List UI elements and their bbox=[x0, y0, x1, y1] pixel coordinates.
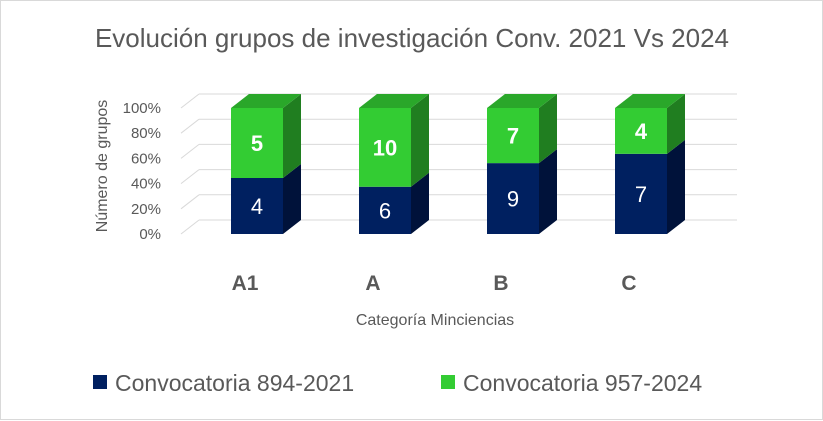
bar-segment-side bbox=[283, 164, 301, 234]
bar-top-face bbox=[231, 94, 301, 108]
category-label: C bbox=[621, 272, 636, 295]
bar-segment bbox=[359, 186, 411, 234]
x-axis-title: Categoría Minciencias bbox=[356, 312, 514, 329]
data-label: 9 bbox=[507, 187, 519, 212]
bar-segment-side bbox=[283, 94, 301, 178]
legend-swatch bbox=[93, 375, 107, 389]
bar-segment-side bbox=[411, 172, 429, 234]
data-label: 7 bbox=[507, 124, 519, 149]
gridline-depth bbox=[180, 169, 200, 184]
bar-segment bbox=[615, 153, 667, 234]
category-label: A1 bbox=[232, 272, 259, 295]
bar-segment-side bbox=[539, 94, 557, 164]
gridline-depth bbox=[180, 118, 200, 134]
data-label: 5 bbox=[251, 131, 263, 156]
bar-segment bbox=[487, 163, 539, 234]
y-axis-title: Número de grupos bbox=[94, 100, 111, 233]
legend-swatch bbox=[441, 375, 455, 389]
bar-segment-side bbox=[539, 149, 557, 234]
gridline-depth bbox=[180, 219, 200, 235]
data-label: 4 bbox=[251, 194, 263, 219]
bar-segment bbox=[231, 178, 283, 234]
data-label: 4 bbox=[635, 119, 648, 144]
legend-label: Convocatoria 957-2024 bbox=[463, 370, 702, 396]
y-tick-label: 80% bbox=[131, 125, 161, 142]
bar-segment bbox=[359, 108, 411, 187]
bar-segment-side bbox=[667, 94, 685, 154]
gridline-depth bbox=[180, 93, 200, 109]
legend-label: Convocatoria 894-2021 bbox=[115, 370, 354, 396]
category-label: B bbox=[493, 272, 508, 295]
bar-top-face bbox=[615, 94, 685, 108]
legend: Convocatoria 894-2021 Convocatoria 957-20… bbox=[93, 370, 702, 396]
bar-segment bbox=[487, 108, 539, 164]
y-tick-label: 40% bbox=[131, 176, 161, 193]
bar-segment-side bbox=[667, 139, 685, 234]
data-label: 6 bbox=[379, 198, 391, 223]
y-tick-label: 100% bbox=[123, 100, 161, 117]
y-tick-label: 20% bbox=[131, 201, 161, 218]
category-label: A bbox=[365, 272, 380, 295]
bar-top-face bbox=[487, 94, 557, 108]
bar-segment bbox=[615, 108, 667, 154]
gridline-depth bbox=[180, 194, 200, 210]
data-label: 7 bbox=[635, 182, 647, 207]
x-axis-categories: A1 A B C bbox=[232, 272, 637, 295]
y-tick-label: 0% bbox=[139, 226, 161, 243]
bars: 4 5 6 10 9 7 7 4 bbox=[231, 94, 685, 234]
y-tick-label: 60% bbox=[131, 150, 161, 167]
y-axis-ticks: 0% 20% 40% 60% 80% 100% bbox=[123, 100, 161, 243]
bar-segment-side bbox=[411, 94, 429, 187]
bar-top-face bbox=[359, 94, 429, 108]
gridline-depth bbox=[180, 144, 200, 159]
chart-title: Evolución grupos de investigación Conv. … bbox=[95, 23, 729, 53]
bar-segment bbox=[231, 108, 283, 178]
data-label: 10 bbox=[373, 135, 397, 160]
